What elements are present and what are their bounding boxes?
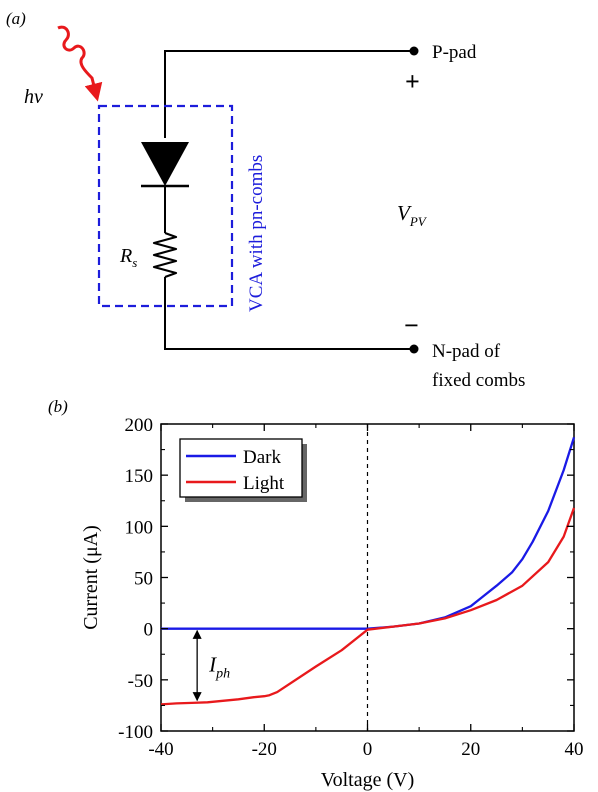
x-tick-label: 0: [363, 739, 373, 760]
legend-box: [179, 438, 303, 498]
iv-chart: -40 -20 0 20 40 -100 -50 0 50 100 150 200 Voltage …: [80, 415, 584, 791]
light-symbol: hν: [24, 86, 43, 108]
p-pad-terminal: [409, 46, 419, 56]
x-axis-label: Voltage (V): [321, 769, 415, 791]
y-tick-label: 150: [125, 466, 154, 487]
vca-dashed-box: [97, 104, 234, 308]
bottom-wire: [164, 277, 414, 350]
n-pad-terminal: [409, 344, 419, 354]
legend: Dark Light: [179, 438, 307, 502]
x-tick-label: -20: [252, 739, 277, 760]
y-tick-label: -50: [128, 671, 153, 692]
x-tick-label: 20: [461, 739, 480, 760]
panel-b-label: (b): [48, 397, 68, 416]
photocurrent-label: Iph: [208, 653, 230, 682]
y-axis-label: Current (μA): [80, 525, 102, 630]
y-tick-label: 100: [125, 517, 154, 538]
series-line-dark: [161, 436, 576, 630]
top-wire: [164, 50, 414, 138]
y-tick-label: -100: [118, 722, 153, 743]
legend-dark-label: Dark: [243, 447, 281, 468]
vca-box-label: VCA with pn-combs: [246, 155, 267, 312]
y-tick-label: 50: [134, 569, 153, 590]
series-line-light: [160, 507, 576, 706]
circuit-panel: (a) hν P-pad + Rs N-pad of fixed combs −…: [6, 9, 525, 391]
x-ticks: -40 -20 0 20 40: [148, 424, 584, 760]
resistor-symbol: [152, 231, 178, 279]
panel-a-label: (a): [6, 9, 26, 28]
p-pad-label: P-pad: [432, 42, 477, 63]
legend-light-label: Light: [243, 473, 285, 494]
n-pad-label-line1: N-pad of: [432, 341, 501, 362]
y-tick-label: 0: [144, 620, 154, 641]
plus-sign: +: [405, 67, 420, 96]
voltage-label: VPV: [397, 201, 428, 229]
x-tick-label: 40: [565, 739, 584, 760]
x-tick-label: -40: [148, 739, 173, 760]
light-arrow: [57, 25, 103, 102]
diode-symbol: [141, 142, 189, 186]
series-layer: [160, 436, 576, 706]
y-ticks: -100 -50 0 50 100 150 200: [118, 415, 574, 743]
n-pad-label-line2: fixed combs: [432, 370, 525, 391]
resistor-label: Rs: [119, 245, 137, 270]
y-tick-label: 200: [125, 415, 154, 436]
minus-sign: −: [404, 311, 419, 340]
